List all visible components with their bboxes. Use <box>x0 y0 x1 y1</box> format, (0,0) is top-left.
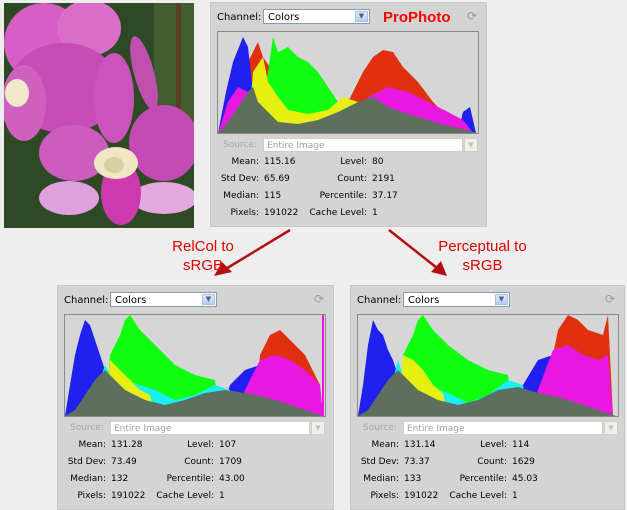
count-value: 1709 <box>219 457 242 467</box>
level-label: Level: <box>340 157 367 167</box>
histogram-panel-prophoto: Channel: Colors ▼ ProPhoto ⟳ Source: Ent… <box>210 2 487 227</box>
chevron-down-icon[interactable]: ▼ <box>495 294 508 305</box>
channel-label: Channel: <box>357 295 402 306</box>
median-label: Median: <box>363 474 399 484</box>
level-label: Level: <box>187 440 214 450</box>
percentile-label: Percentile: <box>319 191 367 201</box>
source-select[interactable]: Entire Image <box>403 421 603 435</box>
pixels-value: 191022 <box>111 491 146 501</box>
median-value: 132 <box>111 474 129 484</box>
count-value: 2191 <box>372 174 395 184</box>
orchid-photo <box>4 3 194 228</box>
refresh-icon[interactable]: ⟳ <box>467 9 478 23</box>
percentile-label: Percentile: <box>459 474 507 484</box>
caption-relcol-line1: RelCol to <box>172 238 234 255</box>
count-label: Count: <box>337 174 367 184</box>
pixels-label: Pixels: <box>370 491 399 501</box>
histogram-chart <box>217 31 479 134</box>
orchid-image <box>4 3 194 228</box>
histogram-panel-perceptual: Channel: Colors ▼ ⟳ Source: Entire Image… <box>350 285 625 510</box>
refresh-icon[interactable]: ⟳ <box>605 292 616 306</box>
source-label: Source: <box>363 423 397 433</box>
cache-level-label: Cache Level: <box>309 208 367 218</box>
caption-relcol: RelCol to sRGB <box>158 237 248 275</box>
median-value: 133 <box>404 474 422 484</box>
chevron-down-icon[interactable]: ▼ <box>464 138 478 152</box>
stddev-value: 65.69 <box>264 174 290 184</box>
count-value: 1629 <box>512 457 535 467</box>
count-label: Count: <box>477 457 507 467</box>
cache-level-label: Cache Level: <box>449 491 507 501</box>
source-select[interactable]: Entire Image <box>110 421 310 435</box>
level-value: 114 <box>512 440 530 450</box>
level-value: 80 <box>372 157 384 167</box>
source-label: Source: <box>70 423 104 433</box>
chevron-down-icon[interactable]: ▼ <box>311 421 325 435</box>
histogram-panel-relcol: Channel: Colors ▼ ⟳ Source: Entire Image… <box>57 285 334 510</box>
refresh-icon[interactable]: ⟳ <box>314 292 325 306</box>
caption-perceptual: Perceptual to sRGB <box>425 237 540 275</box>
caption-perceptual-line1: Perceptual to <box>438 238 527 255</box>
cache-level-value: 1 <box>219 491 225 501</box>
source-label: Source: <box>223 140 257 150</box>
histogram-chart <box>357 314 619 417</box>
stddev-value: 73.49 <box>111 457 137 467</box>
chevron-down-icon[interactable]: ▼ <box>604 421 618 435</box>
source-select[interactable]: Entire Image <box>263 138 463 152</box>
percentile-label: Percentile: <box>166 474 214 484</box>
chevron-down-icon[interactable]: ▼ <box>355 11 368 22</box>
stddev-label: Std Dev: <box>360 457 399 467</box>
stddev-value: 73.37 <box>404 457 430 467</box>
mean-value: 115.16 <box>264 157 296 167</box>
cache-level-value: 1 <box>512 491 518 501</box>
stddev-label: Std Dev: <box>220 174 259 184</box>
stddev-label: Std Dev: <box>67 457 106 467</box>
median-value: 115 <box>264 191 282 201</box>
channel-value: Colors <box>115 295 147 306</box>
channel-select[interactable]: Colors ▼ <box>110 292 217 307</box>
channel-select[interactable]: Colors ▼ <box>403 292 510 307</box>
median-label: Median: <box>70 474 106 484</box>
mean-value: 131.14 <box>404 440 436 450</box>
pixels-value: 191022 <box>404 491 439 501</box>
pixels-value: 191022 <box>264 208 299 218</box>
mean-label: Mean: <box>371 440 399 450</box>
mean-label: Mean: <box>231 157 259 167</box>
histogram-chart <box>64 314 326 417</box>
channel-value: Colors <box>408 295 440 306</box>
percentile-value: 43.00 <box>219 474 245 484</box>
arrow-to-perceptual <box>388 229 447 276</box>
level-value: 107 <box>219 440 237 450</box>
caption-perceptual-line2: sRGB <box>462 257 503 274</box>
mean-label: Mean: <box>78 440 106 450</box>
pixels-label: Pixels: <box>77 491 106 501</box>
percentile-value: 45.03 <box>512 474 538 484</box>
chevron-down-icon[interactable]: ▼ <box>202 294 215 305</box>
cache-level-label: Cache Level: <box>156 491 214 501</box>
pixels-label: Pixels: <box>230 208 259 218</box>
mean-value: 131.28 <box>111 440 143 450</box>
percentile-value: 37.17 <box>372 191 398 201</box>
channel-select[interactable]: Colors ▼ <box>263 9 370 24</box>
channel-label: Channel: <box>64 295 109 306</box>
count-label: Count: <box>184 457 214 467</box>
cache-level-value: 1 <box>372 208 378 218</box>
caption-relcol-line2: sRGB <box>182 257 223 274</box>
level-label: Level: <box>480 440 507 450</box>
arrow-to-relcol <box>214 228 291 276</box>
channel-label: Channel: <box>217 12 262 23</box>
panel-title-prophoto: ProPhoto <box>383 9 451 26</box>
median-label: Median: <box>223 191 259 201</box>
channel-value: Colors <box>268 12 300 23</box>
